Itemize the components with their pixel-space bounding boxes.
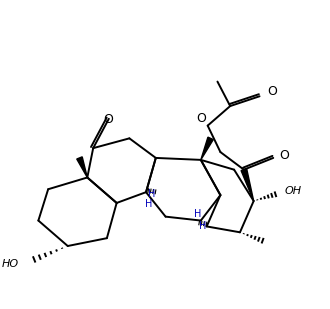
- Polygon shape: [241, 169, 254, 201]
- Text: HO: HO: [2, 259, 19, 269]
- Text: H: H: [148, 189, 155, 199]
- Text: OH: OH: [285, 186, 302, 196]
- Text: H: H: [194, 209, 202, 219]
- Text: O: O: [279, 150, 289, 163]
- Text: O: O: [196, 112, 206, 125]
- Text: O: O: [103, 113, 113, 126]
- Polygon shape: [77, 157, 87, 177]
- Text: H: H: [145, 199, 153, 209]
- Text: H: H: [199, 222, 207, 231]
- Polygon shape: [201, 137, 213, 160]
- Text: O: O: [267, 85, 277, 98]
